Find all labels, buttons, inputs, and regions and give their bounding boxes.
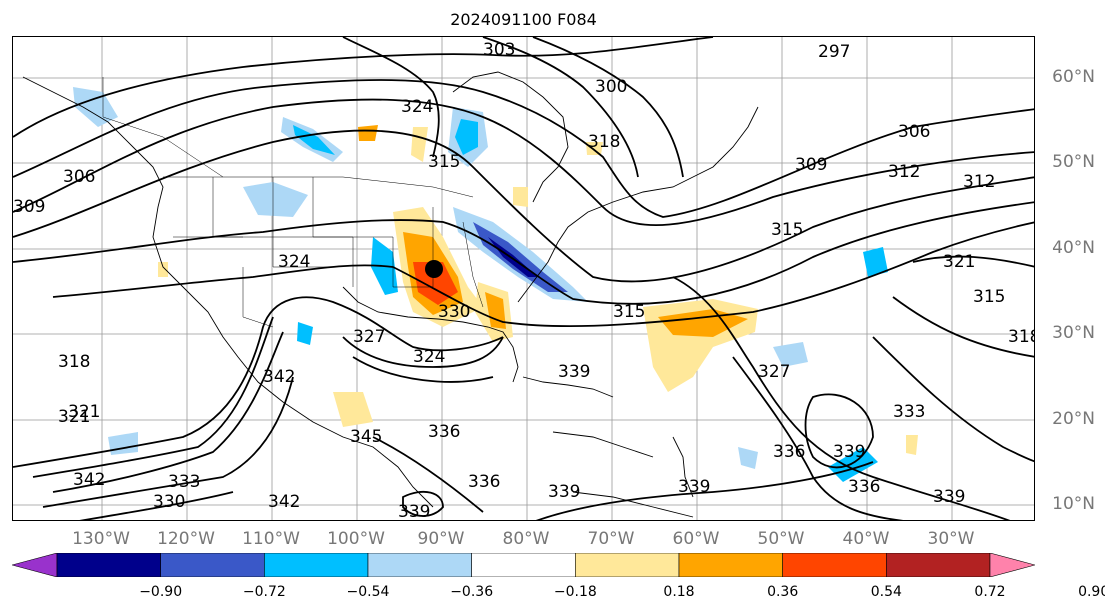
colorbar-tick-label: −0.36 — [450, 584, 494, 600]
contour-label: 339 — [678, 477, 710, 497]
colorbar-segment — [160, 553, 265, 577]
lon-label-50w: 50°W — [757, 529, 805, 549]
lat-label-30n: 30°N — [1052, 323, 1095, 343]
contour-label: 318 — [1008, 327, 1035, 347]
contour-label: 318 — [58, 352, 90, 372]
contour-label: 309 — [13, 197, 45, 217]
lat-label-40n: 40°N — [1052, 238, 1095, 258]
contour-label: 312 — [963, 172, 995, 192]
contour-label: 330 — [438, 302, 470, 322]
colorbar-tick-label: 0.72 — [974, 584, 1006, 600]
contour-label: 315 — [428, 152, 460, 172]
lon-label-90w: 90°W — [417, 529, 465, 549]
map-canvas: 303 297 300 306 306 309 312 312 315 318 … — [13, 37, 1035, 521]
colorbar-extend-max — [989, 553, 1035, 577]
contour-label: 342 — [268, 492, 300, 512]
colorbar-tick-label: 0.90 — [1078, 584, 1105, 600]
storm-marker-icon — [425, 260, 443, 278]
contour-label: 339 — [398, 502, 430, 521]
contour-label: 312 — [888, 162, 920, 182]
contour-label: 339 — [558, 362, 590, 382]
lat-label-20n: 20°N — [1052, 409, 1095, 429]
contour-label: 318 — [588, 132, 620, 152]
contour-label: 333 — [893, 402, 925, 422]
contour-label: 297 — [818, 42, 850, 62]
contour-label: 300 — [595, 77, 627, 97]
contour-label: 309 — [795, 155, 827, 175]
contour-label: 315 — [613, 302, 645, 322]
contour-label: 339 — [548, 482, 580, 502]
colorbar-tick-label: −0.54 — [346, 584, 390, 600]
contour-label: 327 — [758, 362, 790, 382]
colorbar-segment — [471, 553, 576, 577]
negative-anomaly-shading — [73, 87, 888, 482]
map-title: 2024091100 F084 — [450, 10, 597, 29]
contour-label: 342 — [263, 367, 295, 387]
contour-label: 333 — [168, 472, 200, 492]
contour-label: 342 — [73, 470, 105, 490]
colorbar-tick-label: −0.18 — [553, 584, 597, 600]
lat-label-50n: 50°N — [1052, 152, 1095, 172]
contour-label: 339 — [833, 442, 865, 462]
colorbar-segment — [56, 553, 161, 577]
political-borders — [102, 77, 484, 328]
contour-label: 336 — [848, 477, 880, 497]
lon-label-60w: 60°W — [672, 529, 720, 549]
lon-label-100w: 100°W — [327, 529, 385, 549]
lon-label-120w: 120°W — [157, 529, 215, 549]
colorbar-segment — [367, 553, 472, 577]
contour-label: 324 — [413, 347, 445, 367]
contour-label: 321 — [943, 252, 975, 272]
contour-label: 321 — [58, 407, 90, 427]
lon-label-40w: 40°W — [842, 529, 890, 549]
contour-label: 321 — [68, 402, 100, 422]
lon-label-30w: 30°W — [927, 529, 975, 549]
contour-label: 324 — [401, 97, 433, 117]
contour-label: 327 — [353, 327, 385, 347]
map-panel: 303 297 300 306 306 309 312 312 315 318 … — [12, 36, 1035, 521]
lon-label-110w: 110°W — [242, 529, 300, 549]
contour-label: 336 — [428, 422, 460, 442]
colorbar-segment — [886, 553, 991, 577]
contour-label: 324 — [278, 252, 310, 272]
colorbar-segment — [575, 553, 680, 577]
contour-label: 336 — [468, 472, 500, 492]
colorbar — [12, 553, 1035, 577]
contour-label: 306 — [63, 167, 95, 187]
contour-label: 336 — [773, 442, 805, 462]
contour-label: 306 — [898, 122, 930, 142]
contour-label: 315 — [771, 220, 803, 240]
lon-label-130w: 130°W — [72, 529, 130, 549]
lat-label-10n: 10°N — [1052, 494, 1095, 514]
colorbar-extend-min — [12, 553, 58, 577]
contour-label: 339 — [933, 487, 965, 507]
contour-label: 315 — [973, 287, 1005, 307]
colorbar-segment — [782, 553, 887, 577]
contour-label-group: 303 297 300 306 306 309 312 312 315 318 … — [13, 40, 1035, 521]
colorbar-tick-label: 0.18 — [663, 584, 695, 600]
lon-label-80w: 80°W — [502, 529, 550, 549]
contour-lines — [13, 37, 1034, 520]
lon-label-70w: 70°W — [587, 529, 635, 549]
colorbar-segment — [264, 553, 369, 577]
contour-label: 345 — [350, 427, 382, 447]
contour-label: 303 — [483, 40, 515, 60]
colorbar-tick-label: 0.54 — [870, 584, 902, 600]
colorbar-segment — [678, 553, 783, 577]
colorbar-tick-label: 0.36 — [767, 584, 799, 600]
contour-label: 330 — [153, 492, 185, 512]
lat-label-60n: 60°N — [1052, 67, 1095, 87]
colorbar-tick-label: −0.72 — [242, 584, 286, 600]
coastlines — [22, 71, 759, 518]
colorbar-tick-label: −0.90 — [139, 584, 183, 600]
